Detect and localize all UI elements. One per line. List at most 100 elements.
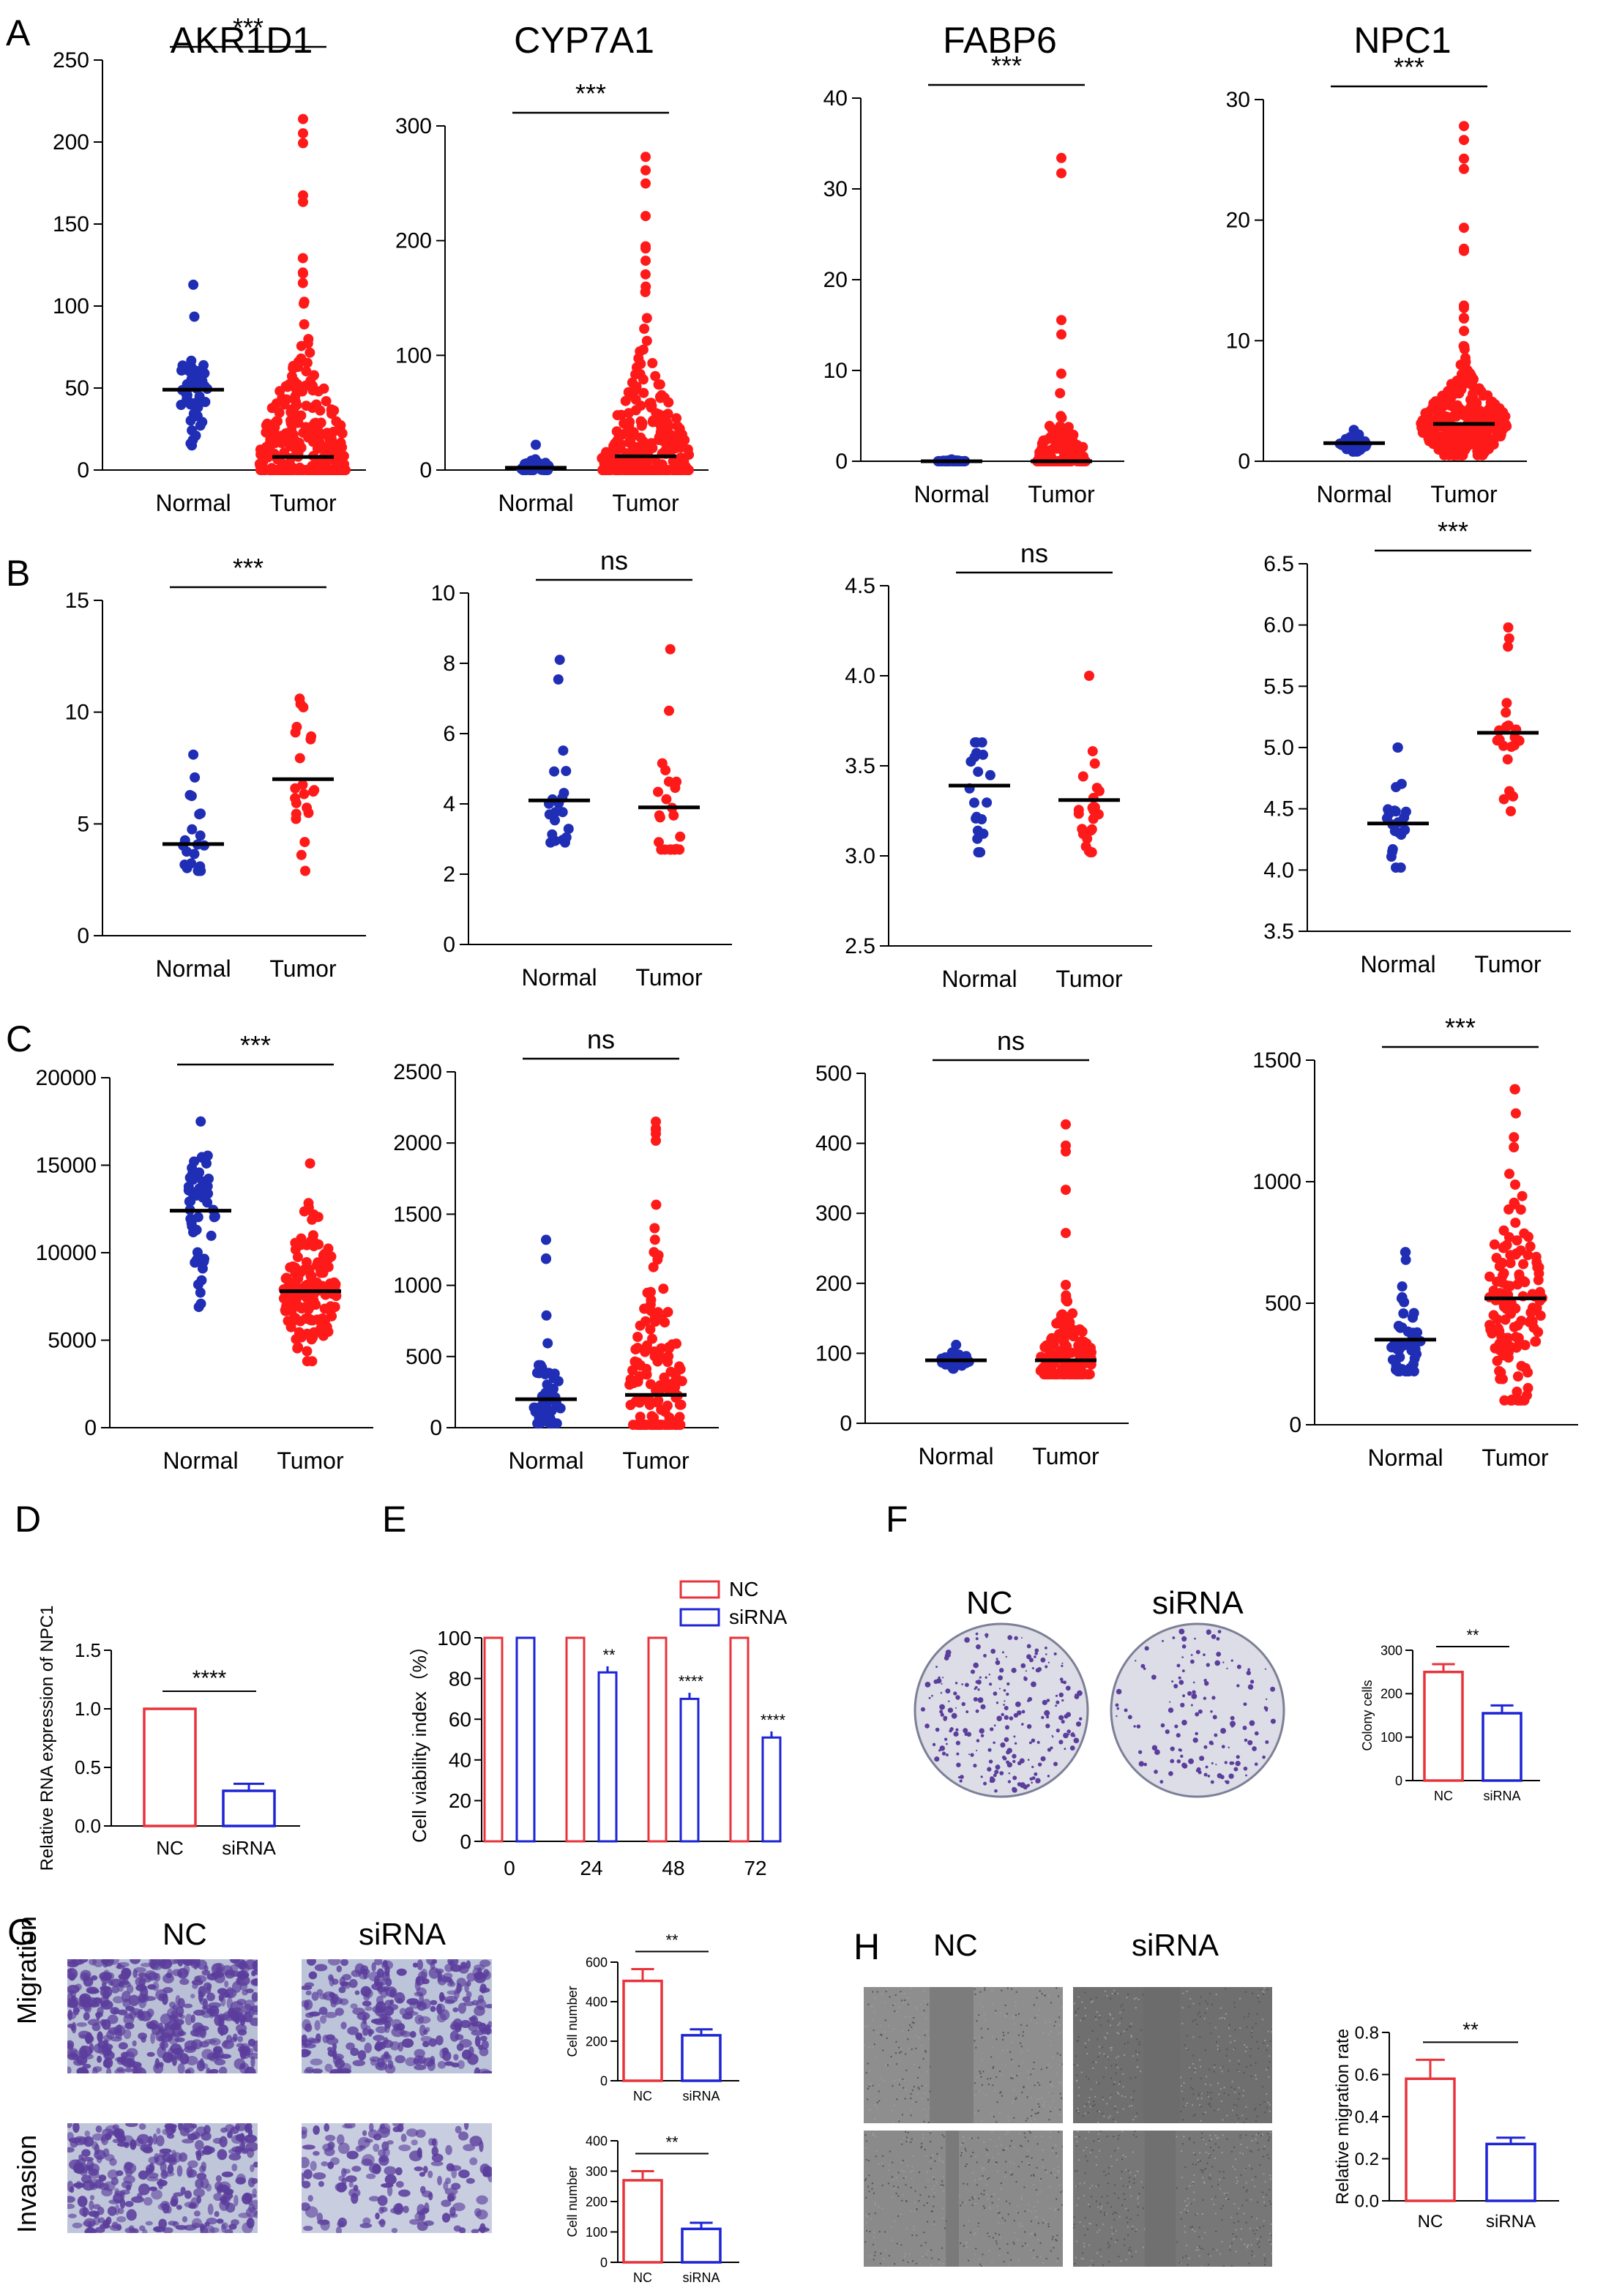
cell-texture xyxy=(873,2118,875,2120)
tumor-point xyxy=(258,456,269,467)
normal-point xyxy=(1391,782,1402,793)
stained-cell xyxy=(377,1983,383,1994)
stained-cell xyxy=(321,2161,329,2166)
colony xyxy=(920,1707,925,1712)
stained-cell xyxy=(116,2170,124,2177)
tumor-point xyxy=(1510,1108,1521,1119)
cell-texture xyxy=(1186,1990,1188,1992)
colony xyxy=(1210,1710,1213,1713)
cell-texture xyxy=(1246,2046,1248,2048)
y-tick-label: 400 xyxy=(586,2133,608,2148)
stained-cell xyxy=(72,2182,86,2188)
cell-texture xyxy=(916,2092,919,2095)
significance-label: *** xyxy=(991,51,1022,81)
cell-texture xyxy=(970,2155,972,2158)
stained-cell xyxy=(322,2035,329,2043)
stained-cell xyxy=(143,2196,153,2206)
tumor-point xyxy=(1056,168,1066,179)
cell-texture xyxy=(1135,2038,1137,2040)
cell-texture xyxy=(1126,2028,1128,2030)
tumor-point xyxy=(651,1136,661,1146)
colony xyxy=(1182,1694,1186,1698)
y-tick-label: 100 xyxy=(1381,1730,1402,1745)
stained-cell xyxy=(214,2211,220,2217)
cell-texture xyxy=(925,2070,927,2073)
y-axis-label-E: Cell viability index（%） xyxy=(408,1636,430,1843)
cell-texture xyxy=(868,2083,870,2085)
cell-texture xyxy=(1014,2232,1016,2234)
cell-texture xyxy=(875,2056,878,2058)
colony xyxy=(1270,1718,1276,1724)
panel-letter-e: E xyxy=(382,1499,406,1540)
stained-cell xyxy=(91,2133,105,2141)
stained-cell xyxy=(308,1971,318,1980)
colony xyxy=(1235,1761,1241,1767)
tumor-point xyxy=(298,138,308,149)
tumor-point xyxy=(281,465,292,475)
tumor-point xyxy=(1483,444,1494,455)
stained-cell xyxy=(250,2164,255,2172)
cell-texture xyxy=(1030,2233,1032,2235)
stained-cell xyxy=(219,2054,232,2059)
cell-texture xyxy=(1039,1990,1041,1992)
stained-cell xyxy=(84,2130,90,2137)
stained-cell xyxy=(190,1994,195,1999)
stained-cell xyxy=(324,2063,333,2073)
cell-texture xyxy=(1132,2099,1135,2101)
tumor-point xyxy=(1459,245,1469,256)
stained-cell xyxy=(391,2027,405,2038)
cell-texture xyxy=(1000,2183,1002,2185)
colony xyxy=(1249,1720,1255,1726)
cell-texture xyxy=(979,1991,982,1993)
stained-cell xyxy=(123,2014,135,2025)
stained-cell xyxy=(332,2043,337,2051)
significance-label: *** xyxy=(1394,52,1424,82)
stained-cell xyxy=(152,1981,160,1991)
normal-point xyxy=(1411,1349,1422,1360)
x-tick-label: NC xyxy=(633,2089,652,2103)
x-tick-label: siRNA xyxy=(1486,2212,1536,2232)
cell-texture xyxy=(1007,2213,1009,2215)
colony xyxy=(998,1688,1001,1690)
normal-point xyxy=(183,1181,194,1192)
normal-point xyxy=(184,1196,195,1207)
tumor-point xyxy=(1501,698,1512,709)
bar-sirna xyxy=(679,1697,700,1843)
tumor-point xyxy=(667,439,678,450)
cell-texture xyxy=(1077,2040,1080,2042)
cell-texture xyxy=(1197,2098,1199,2100)
stained-cell xyxy=(458,2169,470,2179)
bar-sirna xyxy=(515,1636,536,1843)
tumor-point xyxy=(1056,329,1066,340)
stained-cell xyxy=(217,2024,229,2035)
cell-texture xyxy=(1181,2084,1183,2087)
colony xyxy=(1140,1663,1146,1669)
tumor-point xyxy=(645,1379,656,1390)
stained-cell xyxy=(214,2059,226,2066)
normal-point xyxy=(194,809,205,820)
stained-cell xyxy=(328,1974,334,1981)
wound-nc-24h-image xyxy=(864,2131,1063,2267)
cell-texture xyxy=(1094,2095,1096,2098)
stained-cell xyxy=(395,2055,406,2064)
cell-texture xyxy=(1031,2109,1034,2111)
cell-texture xyxy=(1138,2041,1140,2043)
cell-texture xyxy=(1012,2015,1015,2017)
normal-point xyxy=(546,1387,557,1398)
tumor-point xyxy=(1055,388,1066,399)
tumor-point xyxy=(302,357,313,368)
tumor-point xyxy=(651,1199,662,1210)
tumor-point xyxy=(1076,1361,1087,1372)
cell-texture xyxy=(995,2010,997,2012)
stained-cell xyxy=(94,2011,103,2018)
y-tick-label: 0 xyxy=(443,933,455,957)
y-tick-label: 40 xyxy=(449,1749,471,1772)
stained-cell xyxy=(462,2049,472,2060)
cell-texture xyxy=(1034,2119,1036,2121)
stained-cell xyxy=(131,2008,141,2016)
tumor-point xyxy=(299,297,310,308)
stained-cell xyxy=(92,2204,101,2210)
y-tick-label: 5.0 xyxy=(1263,736,1294,760)
significance-label: ** xyxy=(665,1931,679,1949)
tumor-point xyxy=(672,465,683,475)
